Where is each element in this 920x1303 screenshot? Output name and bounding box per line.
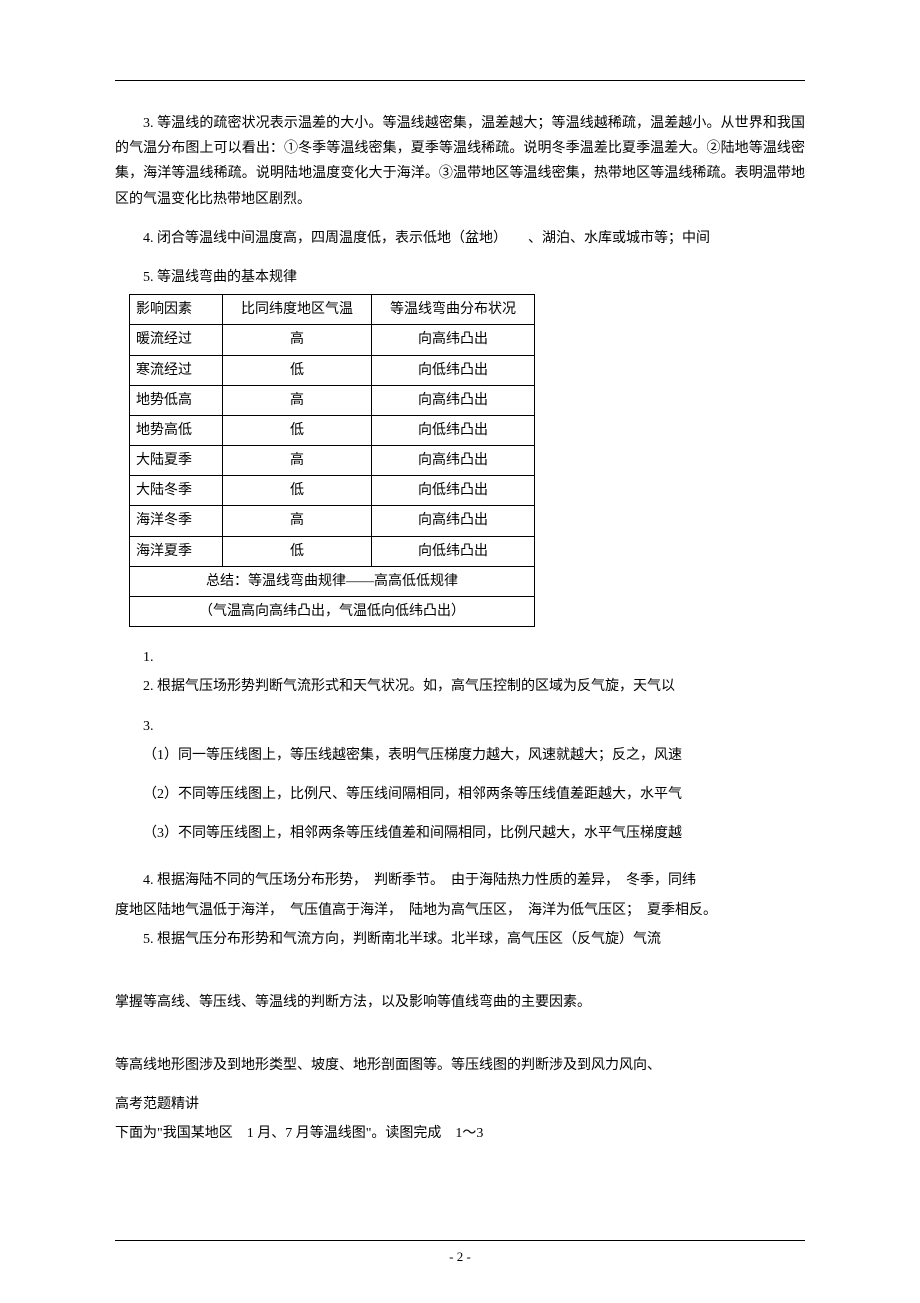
section-4-line2: 度地区陆地气温低于海洋， 气压值高于海洋， 陆地为高气压区， 海洋为低气压区； … [115, 898, 805, 923]
section-3: 3. [115, 714, 805, 739]
section-1: 1. [115, 645, 805, 670]
th-temp: 比同纬度地区气温 [223, 295, 372, 325]
th-curve: 等温线弯曲分布状况 [372, 295, 535, 325]
paragraph-3: 3. 等温线的疏密状况表示温差的大小。等温线越密集，温差越大；等温线越稀疏，温差… [115, 111, 805, 212]
table-row: 大陆夏季高向高纬凸出 [130, 446, 535, 476]
exam-prompt: 下面为"我国某地区 1 月、7 月等温线图"。读图完成 1～3 [115, 1121, 805, 1146]
table-row: 海洋夏季低向低纬凸出 [130, 536, 535, 566]
table-summary-row-1: 总结：等温线弯曲规律——高高低低规律 [130, 566, 535, 596]
paragraph-4: 4. 闭合等温线中间温度高，四周温度低，表示低地（盆地） 、湖泊、水库或城市等；… [115, 226, 805, 251]
bottom-rule [115, 1240, 805, 1241]
table-row: 地势高低低向低纬凸出 [130, 415, 535, 445]
summary-line-2: 等高线地形图涉及到地形类型、坡度、地形剖面图等。等压线图的判断涉及到风力风向、 [115, 1053, 805, 1078]
table-row: 暖流经过高向高纬凸出 [130, 325, 535, 355]
table-summary-row-2: （气温高向高纬凸出，气温低向低纬凸出） [130, 597, 535, 627]
section-4-line1: 4. 根据海陆不同的气压场分布形势， 判断季节。 由于海陆热力性质的差异， 冬季… [115, 868, 805, 893]
exam-title: 高考范题精讲 [115, 1092, 805, 1117]
summary-line-1: 掌握等高线、等压线、等温线的判断方法，以及影响等值线弯曲的主要因素。 [115, 990, 805, 1015]
section-3-1: （1）同一等压线图上，等压线越密集，表明气压梯度力越大，风速就越大；反之，风速 [115, 743, 805, 768]
table-row: 大陆冬季低向低纬凸出 [130, 476, 535, 506]
table-header-row: 影响因素 比同纬度地区气温 等温线弯曲分布状况 [130, 295, 535, 325]
section-3-2: （2）不同等压线图上，比例尺、等压线间隔相同，相邻两条等压线值差距越大，水平气 [115, 782, 805, 807]
table-row: 寒流经过低向低纬凸出 [130, 355, 535, 385]
section-5: 5. 根据气压分布形势和气流方向，判断南北半球。北半球，高气压区（反气旋）气流 [115, 927, 805, 952]
paragraph-5-title: 5. 等温线弯曲的基本规律 [115, 265, 805, 290]
section-2: 2. 根据气压场形势判断气流形式和天气状况。如，高气压控制的区域为反气旋，天气以 [115, 674, 805, 699]
table-row: 海洋冬季高向高纬凸出 [130, 506, 535, 536]
section-3-3: （3）不同等压线图上，相邻两条等压线值差和间隔相同，比例尺越大，水平气压梯度越 [115, 821, 805, 846]
table-row: 地势低高高向高纬凸出 [130, 385, 535, 415]
top-rule [115, 80, 805, 81]
page-number: - 2 - [0, 1245, 920, 1268]
document-page: 3. 等温线的疏密状况表示温差的大小。等温线越密集，温差越大；等温线越稀疏，温差… [0, 0, 920, 1303]
th-factor: 影响因素 [130, 295, 223, 325]
isotherm-rules-table: 影响因素 比同纬度地区气温 等温线弯曲分布状况 暖流经过高向高纬凸出 寒流经过低… [129, 294, 535, 627]
